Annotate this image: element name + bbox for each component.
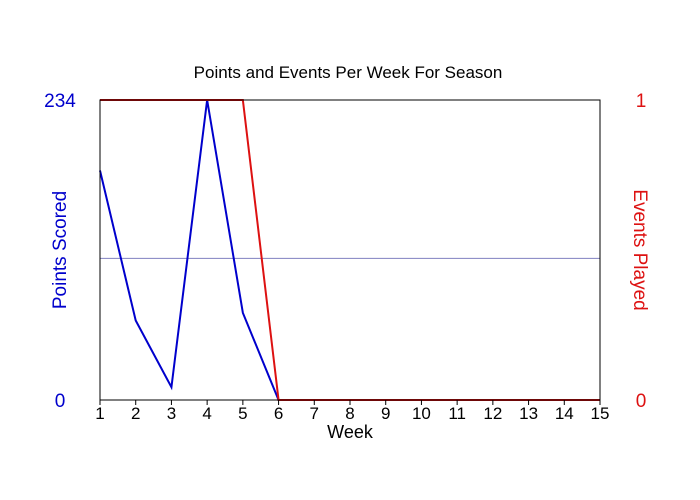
x-tick-label: 11: [448, 404, 466, 423]
x-tick-label: 14: [555, 404, 574, 423]
y-right-tick-label: 1: [636, 91, 647, 112]
x-tick-label: 8: [345, 404, 354, 423]
x-tick-label: 9: [381, 404, 390, 423]
x-tick-label: 15: [591, 404, 610, 423]
y-left-tick-label: 234: [44, 91, 76, 112]
chart-title: Points and Events Per Week For Season: [194, 63, 503, 82]
x-tick-label: 3: [167, 404, 176, 423]
x-tick-label: 5: [238, 404, 247, 423]
x-axis-label: Week: [327, 422, 374, 442]
x-tick-label: 4: [202, 404, 211, 423]
y-axis-left-label: Points Scored: [50, 191, 71, 309]
x-tick-label: 10: [412, 404, 431, 423]
y-left-tick-label: 0: [55, 391, 66, 412]
x-tick-label: 13: [519, 404, 538, 423]
series-line-points-scored: [99, 99, 600, 401]
x-tick-label: 1: [95, 404, 104, 423]
x-tick-label: 7: [310, 404, 319, 423]
x-tick-label: 6: [274, 404, 283, 423]
y-axis-right-label: Events Played: [629, 189, 650, 310]
y-right-tick-label: 0: [636, 391, 647, 412]
x-tick-label: 12: [483, 404, 502, 423]
x-tick-label: 2: [131, 404, 140, 423]
